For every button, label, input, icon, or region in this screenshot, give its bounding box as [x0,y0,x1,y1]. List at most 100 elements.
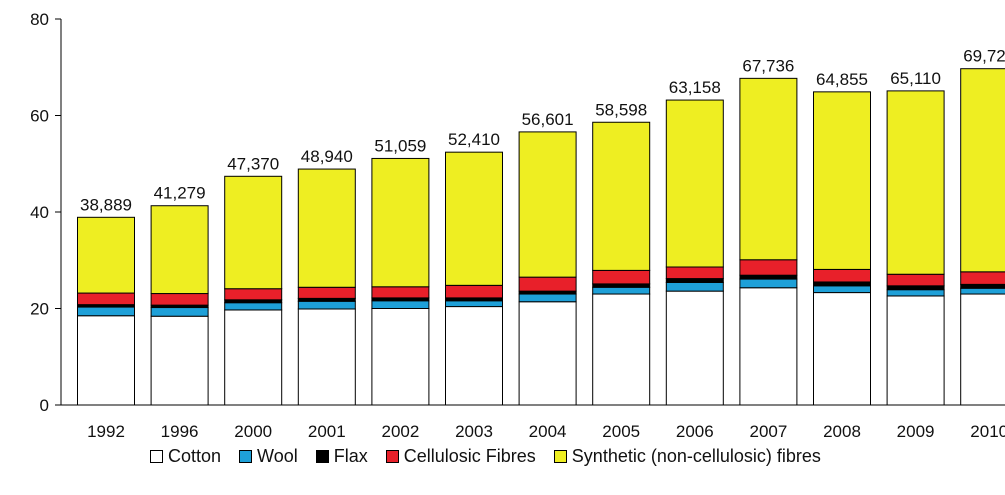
legend-swatch [385,449,399,463]
legend-label: Flax [333,445,368,466]
stacked-bar-chart: 0 20 40 60 80 38,889 1992 41,279 1996 47,370 2000 4… [30,10,1005,441]
bar-segment-wool [371,300,430,309]
bar-segment-flax [739,274,798,280]
bar-segment-synthetic-non-cellulosic-fibres [960,68,1005,273]
bar-total-label: 56,601 [522,110,574,129]
bar-segment-flax [665,278,724,283]
bar-segment-cellulosic-fibres [665,266,724,280]
legend-item: Cotton [150,446,221,467]
bar-total-label: 69,728 [963,47,1005,66]
legend-label: Wool [257,445,298,466]
bar-total-label: 64,855 [816,70,868,89]
x-tick-label: 2000 [234,422,272,440]
bar-segment-cotton [960,293,1005,406]
bar-total-label: 51,059 [374,136,426,155]
bar-segment-cotton [886,295,945,406]
bar-segment-synthetic-non-cellulosic-fibres [518,131,577,278]
legend-swatch [553,449,567,463]
x-tick-label: 1996 [161,422,199,440]
bar-segment-cellulosic-fibres [518,276,577,292]
x-tick-label: 2005 [602,422,640,440]
legend-swatch [239,449,253,463]
y-tick-label: 80 [30,10,49,29]
bar-segment-cotton [592,293,651,406]
bar-segment-cellulosic-fibres [150,293,209,306]
bar-segment-synthetic-non-cellulosic-fibres [224,175,283,290]
bar-segment-cotton [665,290,724,406]
x-tick-label: 2010 [970,422,1005,440]
bar-segment-synthetic-non-cellulosic-fibres [886,90,945,275]
bar-segment-wool [813,285,871,294]
legend-label: Cellulosic Fibres [403,445,536,466]
bar-segment-wool [224,302,283,311]
y-tick-label: 40 [30,203,49,222]
bar-segment-wool [592,286,651,295]
bar-segment-wool [665,281,724,292]
bar-segment-cellulosic-fibres [297,286,356,299]
bar-segment-cellulosic-fibres [371,286,430,299]
bar-segment-flax [960,283,1005,289]
bar-segment-cotton [371,308,430,406]
bar-segment-synthetic-non-cellulosic-fibres [297,168,356,288]
bar-segment-cotton [739,287,798,406]
bar-segment-synthetic-non-cellulosic-fibres [150,205,209,295]
bar-segment-synthetic-non-cellulosic-fibres [813,91,871,270]
bar-segment-flax [592,283,651,288]
bar-segment-flax [813,281,871,287]
legend-swatch [150,449,163,463]
legend-item: Synthetic (non-cellulosic) fibres [553,445,821,467]
x-tick-label: 2009 [897,422,935,440]
legend-swatch [315,449,329,463]
legend-item: Wool [239,446,298,467]
bar-segment-wool [886,289,945,297]
bar-segment-cellulosic-fibres [592,269,651,285]
bar-segment-wool [77,306,135,317]
bar-segment-cellulosic-fibres [960,271,1005,285]
bar-total-label: 47,370 [227,154,279,173]
bar-segment-cotton [445,306,503,406]
x-tick-label: 2003 [455,422,493,440]
legend-item: Flax [315,445,368,467]
bar-segment-cellulosic-fibres [886,273,945,287]
bar-segment-synthetic-non-cellulosic-fibres [665,99,724,268]
bar-segment-cellulosic-fibres [77,292,135,306]
bar-total-label: 52,410 [448,130,500,149]
bar-segment-cotton [297,308,356,406]
y-tick-label: 20 [30,300,49,319]
bar-total-label: 58,598 [595,100,647,119]
bar-segment-cotton [77,315,135,406]
x-tick-label: 2007 [749,422,787,440]
legend-label: Synthetic (non-cellulosic) fibres [571,445,821,466]
bar-segment-wool [445,300,503,308]
bar-segment-synthetic-non-cellulosic-fibres [371,157,430,288]
bar-segment-synthetic-non-cellulosic-fibres [77,216,135,294]
y-tick-label: 60 [30,107,49,126]
x-tick-label: 2006 [676,422,714,440]
bar-total-label: 38,889 [80,195,132,214]
bar-total-label: 63,158 [669,78,721,97]
y-tick-label: 0 [40,396,49,415]
bar-segment-cellulosic-fibres [224,288,283,301]
bar-segment-cotton [813,292,871,406]
bar-segment-synthetic-non-cellulosic-fibres [445,151,503,286]
bar-segment-cotton [150,315,209,406]
bar-total-label: 65,110 [890,69,941,88]
bar-total-label: 67,736 [742,56,794,75]
x-tick-label: 2008 [823,422,861,440]
legend-item: Cellulosic Fibres [385,445,536,467]
x-tick-label: 2001 [308,422,346,440]
bar-segment-wool [960,287,1005,295]
bar-segment-cotton [224,309,283,406]
bar-segment-cellulosic-fibres [813,268,871,283]
bar-segment-wool [518,293,577,303]
bar-segment-wool [297,300,356,310]
legend-label: Cotton [168,445,222,466]
bar-segment-cotton [518,301,577,406]
bar-total-label: 48,940 [301,147,353,166]
x-tick-label: 1992 [87,422,125,440]
bar-segment-synthetic-non-cellulosic-fibres [592,121,651,271]
legend: Cotton Wool Flax Cellulosic Fibres Synthetic… [150,441,839,471]
x-tick-label: 2004 [529,422,567,440]
bar-segment-synthetic-non-cellulosic-fibres [739,77,798,261]
